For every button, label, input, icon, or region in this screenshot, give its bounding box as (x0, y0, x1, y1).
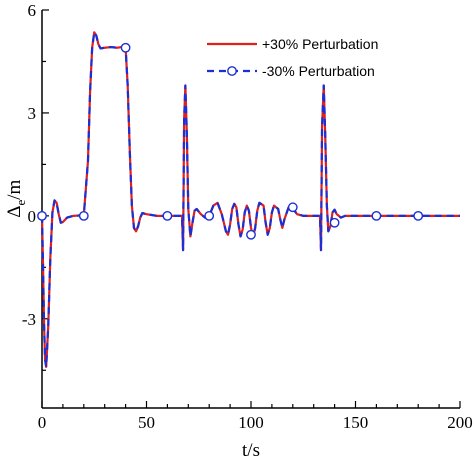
y-tick-label: -3 (22, 310, 36, 329)
series-marker (204, 210, 215, 221)
y-axis-label-unit: /m (4, 179, 25, 199)
series-marker (287, 202, 298, 213)
series-marker (371, 210, 382, 221)
series-lines (40, 31, 460, 368)
series-marker (413, 210, 424, 221)
x-ticks: 0 50 100 150 200 (38, 401, 473, 432)
y-tick-label: 3 (28, 104, 37, 123)
series-marker (162, 210, 173, 221)
legend-marker-minus30 (227, 66, 237, 76)
y-axis-label-main: Δ (4, 206, 25, 218)
series-markers (37, 42, 424, 240)
axis-labels: t/s Δe/m (4, 179, 260, 461)
series-marker (246, 229, 256, 240)
legend-label-plus30: +30% Perturbation (262, 36, 378, 52)
y-tick-label: 0 (28, 207, 37, 226)
series-marker (120, 42, 131, 53)
series-marker (78, 210, 89, 221)
y-axis-label-subscript: e (13, 200, 28, 206)
series-marker (329, 217, 340, 228)
x-tick-label: 0 (38, 413, 47, 432)
y-axis-label: Δe/m (4, 179, 28, 217)
legend-label-minus30: -30% Perturbation (262, 63, 375, 79)
x-tick-label: 200 (447, 413, 473, 432)
series-line-1 (40, 31, 460, 368)
x-tick-label: 150 (343, 413, 369, 432)
y-ticks: -3 0 3 6 (22, 1, 49, 371)
y-tick-label: 6 (28, 1, 37, 20)
series-line-0 (40, 31, 460, 368)
legend: +30% Perturbation -30% Perturbation (207, 36, 378, 79)
x-axis-label: t/s (242, 440, 260, 461)
x-tick-label: 50 (138, 413, 155, 432)
axes (41, 10, 460, 409)
series-marker (37, 210, 47, 221)
x-tick-label: 100 (238, 413, 264, 432)
